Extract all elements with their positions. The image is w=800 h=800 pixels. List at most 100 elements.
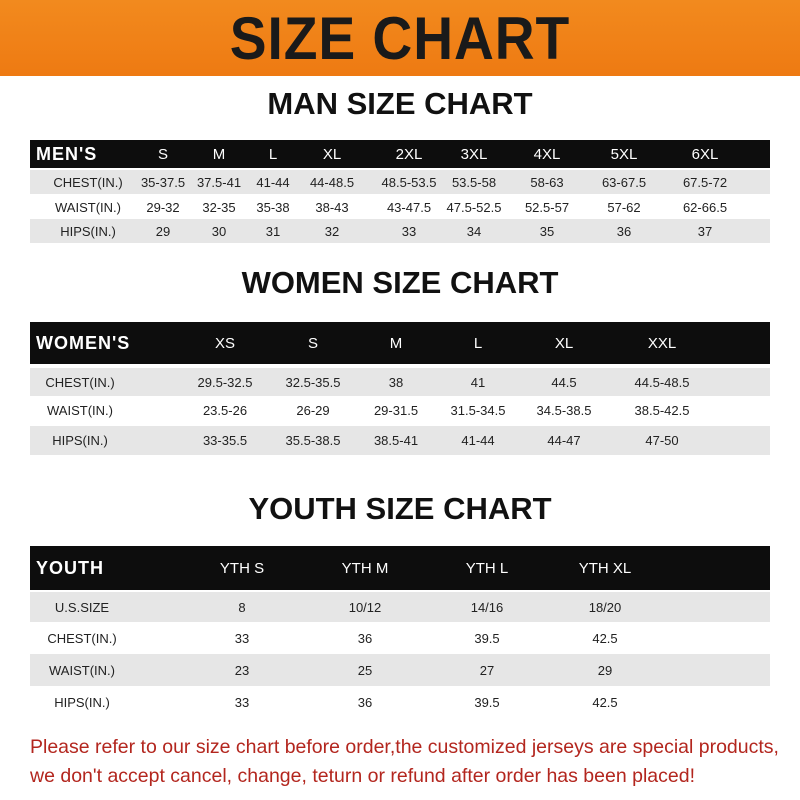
notice-line-1: Please refer to our size chart before or… [30, 736, 779, 758]
table-cell: 58-63 [530, 174, 564, 190]
women-section-title: WOMEN SIZE CHART [241, 265, 559, 300]
table-cell: 47-50 [645, 433, 679, 448]
table-cell: 32.5-35.5 [285, 374, 341, 390]
table-cell: 38-43 [315, 199, 349, 215]
table-cell: 47.5-52.5 [446, 199, 502, 215]
table-cell: 43-47.5 [386, 199, 432, 215]
table-cell: 35-37.5 [140, 174, 186, 190]
size-header-cell: S [157, 145, 169, 163]
table-cell: 41 [470, 374, 486, 390]
table-cell: 31.5-34.5 [450, 402, 506, 418]
men-section-title: MAN SIZE CHART [267, 86, 533, 121]
table-cell: 37.5-41 [196, 174, 242, 190]
measure-label: WAIST(IN.) [49, 662, 115, 678]
table-cell: 29-31.5 [373, 402, 419, 418]
table-cell: 29 [155, 223, 171, 239]
table-cell: 63-67.5 [601, 174, 647, 190]
table-title-cell: YOUTH [36, 557, 104, 578]
notice-line-2: we don't accept cancel, change, teturn o… [30, 765, 695, 787]
size-header-cell: L [473, 334, 483, 352]
order-notice: Please refer to our size chart before or… [30, 733, 790, 791]
size-header-cell: YTH L [465, 559, 509, 577]
table-row: WAIST(IN.) 29-32 32-35 35-38 38-43 43-47.5 47.… [30, 195, 770, 219]
table-title-cell: WOMEN'S [36, 332, 131, 353]
table-row: U.S.SIZE 8 10/12 14/16 18/20 [30, 592, 770, 622]
measure-label: U.S.SIZE [54, 599, 110, 615]
table-header-row: YOUTH YTH S YTH M YTH L YTH XL [30, 546, 770, 590]
measure-label: HIPS(IN.) [54, 695, 110, 710]
table-cell: 44.5-48.5 [634, 374, 690, 390]
table-cell: 67.5-72 [682, 174, 728, 190]
table-cell: 30 [211, 223, 227, 239]
table-cell: 33 [401, 223, 417, 239]
table-cell: 32-35 [202, 199, 236, 215]
table-cell: 42.5 [592, 695, 618, 710]
size-header-cell: 6XL [691, 145, 719, 163]
table-cell: 31 [265, 223, 281, 239]
size-header-cell: XL [554, 334, 574, 352]
table-row: HIPS(IN.) 29 30 31 32 33 34 35 36 37 [30, 219, 770, 243]
table-cell: 34 [466, 223, 482, 239]
measure-label: WAIST(IN.) [55, 199, 121, 215]
table-cell: 35-38 [256, 199, 290, 215]
table-cell: 41-44 [461, 433, 495, 448]
table-cell: 18/20 [588, 599, 622, 615]
table-cell: 23.5-26 [202, 402, 248, 418]
table-cell: 29 [597, 662, 613, 678]
table-cell: 29.5-32.5 [197, 374, 253, 390]
table-cell: 27 [479, 662, 495, 678]
table-cell: 38.5-42.5 [634, 402, 690, 418]
table-cell: 44.5 [551, 374, 577, 390]
table-cell: 10/12 [348, 599, 382, 615]
table-cell: 48.5-53.5 [381, 174, 437, 190]
table-header-row: WOMEN'S XS S M L XL XXL [30, 322, 770, 364]
table-cell: 25 [357, 662, 373, 678]
size-header-cell: 5XL [610, 145, 638, 163]
table-cell: 35 [539, 223, 555, 239]
measure-label: CHEST(IN.) [47, 630, 117, 646]
measure-label: CHEST(IN.) [53, 174, 123, 190]
size-header-cell: YTH M [341, 559, 389, 577]
table-row: WAIST(IN.) 23 25 27 29 [30, 654, 770, 686]
table-title-cell: MEN'S [36, 143, 98, 164]
size-header-cell: XXL [647, 334, 677, 352]
table-cell: 44-47 [547, 433, 581, 448]
table-cell: 33 [234, 630, 250, 646]
table-cell: 14/16 [470, 599, 504, 615]
table-header-row: MEN'S S M L XL 2XL 3XL 4XL 5XL 6XL [30, 140, 770, 168]
table-cell: 26-29 [296, 402, 330, 418]
size-header-cell: 4XL [533, 145, 561, 163]
table-cell: 57-62 [607, 199, 641, 215]
table-cell: 41-44 [256, 174, 290, 190]
size-header-cell: M [212, 145, 226, 163]
table-row: CHEST(IN.) 35-37.5 37.5-41 41-44 44-48.5 48.5… [30, 170, 770, 194]
measure-label: CHEST(IN.) [45, 374, 115, 390]
table-cell: 42.5 [592, 630, 618, 646]
table-cell: 62-66.5 [682, 199, 728, 215]
table-row: HIPS(IN.) 33-35.5 35.5-38.5 38.5-41 41-44 44-… [30, 426, 770, 455]
table-cell: 33 [234, 695, 250, 710]
table-cell: 37 [697, 223, 713, 239]
table-cell: 35.5-38.5 [285, 433, 341, 448]
table-cell: 38.5-41 [373, 433, 419, 448]
table-cell: 29-32 [146, 199, 180, 215]
youth-section-title: YOUTH SIZE CHART [248, 491, 552, 526]
table-cell: 38 [388, 374, 404, 390]
size-header-cell: 2XL [395, 145, 423, 163]
table-row: WAIST(IN.) 23.5-26 26-29 29-31.5 31.5-34.5 34… [30, 396, 770, 424]
size-header-cell: XS [214, 334, 236, 352]
size-header-cell: S [307, 334, 319, 352]
measure-label: WAIST(IN.) [47, 402, 113, 418]
measure-label: HIPS(IN.) [52, 433, 108, 448]
table-cell: 39.5 [474, 695, 500, 710]
table-row: CHEST(IN.) 29.5-32.5 32.5-35.5 38 41 44.5 44.5… [30, 368, 770, 396]
page-title: SIZE CHART [229, 5, 571, 72]
table-row: CHEST(IN.) 33 36 39.5 42.5 [30, 623, 770, 653]
table-cell: 33-35.5 [202, 433, 248, 448]
table-cell: 44-48.5 [309, 174, 355, 190]
table-cell: 32 [324, 223, 340, 239]
table-cell: 23 [234, 662, 250, 678]
table-cell: 52.5-57 [524, 199, 570, 215]
size-header-cell: 3XL [460, 145, 488, 163]
table-cell: 36 [616, 223, 632, 239]
